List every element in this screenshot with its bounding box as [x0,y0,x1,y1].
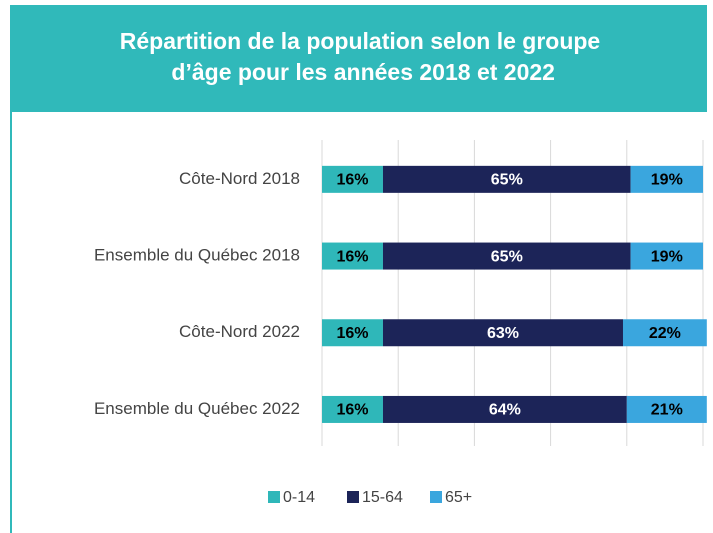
category-label: Ensemble du Québec 2018 [94,246,300,265]
chart-title: Répartition de la population selon le gr… [120,28,600,85]
value-label: 16% [336,172,368,189]
bar-segment [382,165,631,193]
legend-swatch [268,491,280,503]
bar-segment [626,395,707,423]
value-label: 63% [487,325,519,342]
bar-segment [322,319,383,347]
title-banner [10,5,707,112]
bar-segment [322,242,383,270]
legend-swatch [347,491,359,503]
bar-segment [322,165,383,193]
value-label: 16% [336,402,368,419]
value-label: 16% [336,248,368,265]
value-label: 22% [649,325,681,342]
legend-swatch [430,491,442,503]
legend-label: 0-14 [283,489,315,506]
bar-segment [382,242,631,270]
bar-segment [622,319,707,347]
bar-segment [382,319,623,347]
bar-segment [382,395,627,423]
bar-segment [630,242,703,270]
value-label: 19% [651,172,683,189]
value-label: 64% [489,402,521,419]
bar-segment [630,165,703,193]
category-label: Côte-Nord 2022 [179,322,300,341]
legend-label: 15-64 [362,489,403,506]
value-label: 16% [336,325,368,342]
category-label: Ensemble du Québec 2022 [94,399,300,418]
bar-segment [322,395,383,423]
value-label: 65% [491,248,523,265]
category-label: Côte-Nord 2018 [179,169,300,188]
value-label: 65% [491,172,523,189]
value-label: 21% [651,402,683,419]
legend-label: 65+ [445,489,472,506]
value-label: 19% [651,248,683,265]
